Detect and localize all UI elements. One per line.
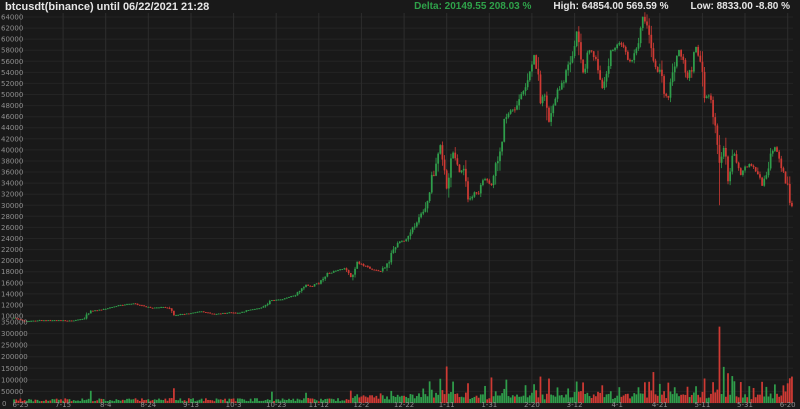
x-axis-date-label: 8-4 (100, 401, 112, 409)
chart-title: btcusdt(binance) until 06/22/2021 21:28 (5, 0, 210, 13)
price-axis-label: 64000 (1, 14, 23, 22)
x-axis-date-label: 6-25 (13, 401, 29, 409)
x-axis-date-label: 9-13 (183, 401, 199, 409)
price-axis-label: 38000 (1, 158, 23, 166)
chart-stats: Delta: 20149.55 208.03 % High: 64854.00 … (414, 1, 800, 12)
price-axis-label: 18000 (1, 268, 23, 276)
price-axis-label: 30000 (1, 202, 23, 210)
volume-axis-zero-label: 0 (2, 400, 6, 408)
price-axis-label: 50000 (1, 91, 23, 99)
price-axis-label: 32000 (1, 191, 23, 199)
x-axis-date-label: 12-22 (394, 401, 414, 409)
volume-axis-labels: 350000 300000 250000 200000 150000 100000 5000… (1, 319, 28, 409)
x-axis-date-label: 5-31 (737, 401, 753, 409)
candle-bodies (13, 16, 793, 322)
price-axis-label: 14000 (1, 290, 23, 298)
x-axis-date-label: 10-3 (226, 401, 242, 409)
low-stat: Low: 8833.00 -8.80 % (690, 1, 791, 12)
x-axis-date-label: 8-24 (140, 401, 156, 409)
x-axis-labels: 6-25 7-15 8-4 8-24 9-13 10-3 10-23 11-12 12-2 12-… (13, 401, 796, 409)
price-axis-label: 42000 (1, 135, 23, 143)
x-axis-date-label: 1-31 (481, 401, 497, 409)
price-axis-label: 22000 (1, 246, 23, 254)
vertical-gridlines (20, 13, 789, 403)
volume-axis-label: 250000 (1, 342, 28, 350)
volume-axis-label: 50000 (1, 388, 23, 396)
x-axis-date-label: 7-15 (55, 401, 71, 409)
price-axis-label: 24000 (1, 235, 23, 243)
volume-axis-label: 200000 (1, 353, 28, 361)
price-axis-label: 26000 (1, 224, 23, 232)
price-axis-label: 54000 (1, 69, 23, 77)
volume-axis-label: 350000 (1, 319, 28, 327)
x-axis-date-label: 4-1 (611, 401, 622, 409)
price-axis-label: 16000 (1, 279, 23, 287)
x-axis-date-label: 6-20 (780, 401, 796, 409)
price-axis-label: 56000 (1, 58, 23, 66)
chart-header: btcusdt(binance) until 06/22/2021 21:28 … (0, 0, 800, 13)
price-axis-label: 58000 (1, 47, 23, 55)
volume-axis-label: 300000 (1, 330, 28, 338)
price-axis-label: 28000 (1, 213, 23, 221)
price-axis-label: 62000 (1, 25, 23, 33)
delta-stat: Delta: 20149.55 208.03 % (414, 1, 532, 12)
price-axis-label: 20000 (1, 257, 23, 265)
price-axis-label: 10000 (1, 313, 23, 321)
price-axis-label: 52000 (1, 80, 23, 88)
x-axis-date-label: 4-21 (652, 401, 668, 409)
x-axis-date-label: 11-12 (309, 401, 329, 409)
volume-axis-label: 150000 (1, 365, 28, 373)
price-axis-label: 36000 (1, 169, 23, 177)
price-axis-labels: 64000 62000 60000 58000 56000 54000 52000 50000… (1, 14, 23, 321)
x-axis-date-label: 2-20 (524, 401, 540, 409)
candle-wicks (13, 12, 793, 323)
x-axis-date-label: 5-11 (694, 401, 710, 409)
price-axis-label: 34000 (1, 180, 23, 188)
price-axis-label: 44000 (1, 124, 23, 132)
x-axis-date-label: 3-12 (567, 401, 583, 409)
price-axis-label: 48000 (1, 102, 23, 110)
price-axis-label: 60000 (1, 36, 23, 44)
horizontal-gridlines (13, 16, 793, 404)
volume-bars (13, 326, 793, 403)
volume-axis-label: 100000 (1, 376, 28, 384)
high-stat: High: 64854.00 569.59 % (553, 1, 669, 12)
x-axis-date-label: 12-2 (353, 401, 369, 409)
x-axis-date-label: 1-11 (439, 401, 455, 409)
x-axis-date-label: 10-23 (266, 401, 286, 409)
price-axis-label: 46000 (1, 113, 23, 121)
price-axis-label: 40000 (1, 146, 23, 154)
price-axis-label: 12000 (1, 301, 23, 309)
